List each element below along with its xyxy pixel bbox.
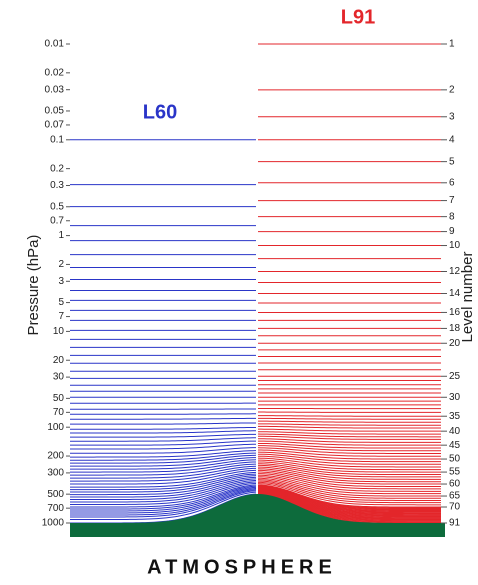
y2-tick-label: 5 — [449, 156, 455, 167]
y2-tick-label: 8 — [449, 211, 455, 222]
y2-tick-label: 12 — [449, 266, 461, 277]
y2-tick-label: 30 — [449, 392, 461, 403]
level-line — [258, 418, 441, 419]
y-tick-label: 0.07 — [45, 120, 65, 131]
y-tick-label: 50 — [53, 393, 65, 404]
y-tick-label: 30 — [53, 372, 65, 383]
level-line — [258, 432, 441, 434]
y2-tick-label: 7 — [449, 195, 455, 206]
level-line — [258, 426, 441, 428]
y2-tick-label: 40 — [449, 426, 461, 437]
y2-tick-label: 55 — [449, 467, 461, 478]
y2-tick-label: 9 — [449, 226, 455, 237]
y2-axis-title: Level number — [459, 252, 476, 343]
y-tick-label: 200 — [47, 451, 64, 462]
level-line — [70, 423, 256, 424]
chart: Pressure (hPa) Level number ATMOSPHERE 0… — [0, 0, 478, 585]
y-tick-label: 0.1 — [50, 134, 64, 145]
level-line — [70, 418, 256, 419]
level-line — [258, 424, 441, 425]
y2-tick-label: 65 — [449, 491, 461, 502]
level-line — [70, 441, 256, 445]
y2-tick-label: 20 — [449, 338, 461, 349]
y-tick-label: 300 — [47, 468, 64, 479]
level-line — [70, 427, 256, 429]
y-tick-label: 700 — [47, 503, 64, 514]
y2-tick-label: 45 — [449, 440, 461, 451]
y-tick-label: 70 — [53, 407, 65, 418]
y-tick-label: 0.02 — [45, 67, 65, 78]
y2-tick-label: 91 — [449, 518, 461, 529]
y-tick-label: 5 — [58, 297, 64, 308]
y-tick-label: 1000 — [42, 518, 65, 529]
y-axis-title: Pressure (hPa) — [25, 235, 42, 336]
level-line — [70, 434, 256, 437]
footer-label: ATMOSPHERE — [147, 556, 337, 578]
level-line — [258, 421, 441, 422]
y-tick-label: 100 — [47, 422, 64, 433]
y-tick-label: 7 — [58, 311, 64, 322]
y2-tick-label: 50 — [449, 454, 461, 465]
y2-tick-label: 60 — [449, 479, 461, 490]
level-line — [70, 431, 256, 433]
y-tick-label: 0.01 — [45, 39, 65, 50]
y-tick-label: 0.2 — [50, 163, 64, 174]
level-line — [258, 416, 441, 417]
level-line — [258, 443, 441, 448]
y2-tick-label: 16 — [449, 307, 461, 318]
y-tick-label: 0.05 — [45, 106, 65, 117]
y2-tick-label: 10 — [449, 240, 461, 251]
y-tick-label: 0.03 — [45, 84, 65, 95]
level-line — [70, 451, 256, 457]
y2-tick-label: 35 — [449, 411, 461, 422]
y-tick-label: 0.7 — [50, 215, 64, 226]
y2-tick-label: 3 — [449, 111, 455, 122]
y2-tick-label: 4 — [449, 134, 455, 145]
y-tick-label: 0.3 — [50, 180, 64, 191]
y-tick-label: 1 — [58, 230, 64, 241]
series-label: L91 — [341, 6, 375, 28]
y2-tick-label: 18 — [449, 323, 461, 334]
y-tick-label: 10 — [53, 326, 65, 337]
y-tick-label: 3 — [58, 276, 64, 287]
series-label: L60 — [143, 101, 177, 123]
y2-tick-label: 25 — [449, 371, 461, 382]
level-line — [258, 429, 441, 431]
y2-tick-label: 14 — [449, 288, 461, 299]
y2-tick-label: 6 — [449, 177, 455, 188]
y2-tick-label: 1 — [449, 39, 455, 50]
y-tick-label: 20 — [53, 355, 65, 366]
y-tick-label: 500 — [47, 489, 64, 500]
y-tick-label: 0.5 — [50, 201, 64, 212]
y2-tick-label: 2 — [449, 84, 455, 95]
y2-tick-label: 70 — [449, 502, 461, 513]
level-line — [70, 438, 256, 441]
y-tick-label: 2 — [58, 259, 64, 270]
